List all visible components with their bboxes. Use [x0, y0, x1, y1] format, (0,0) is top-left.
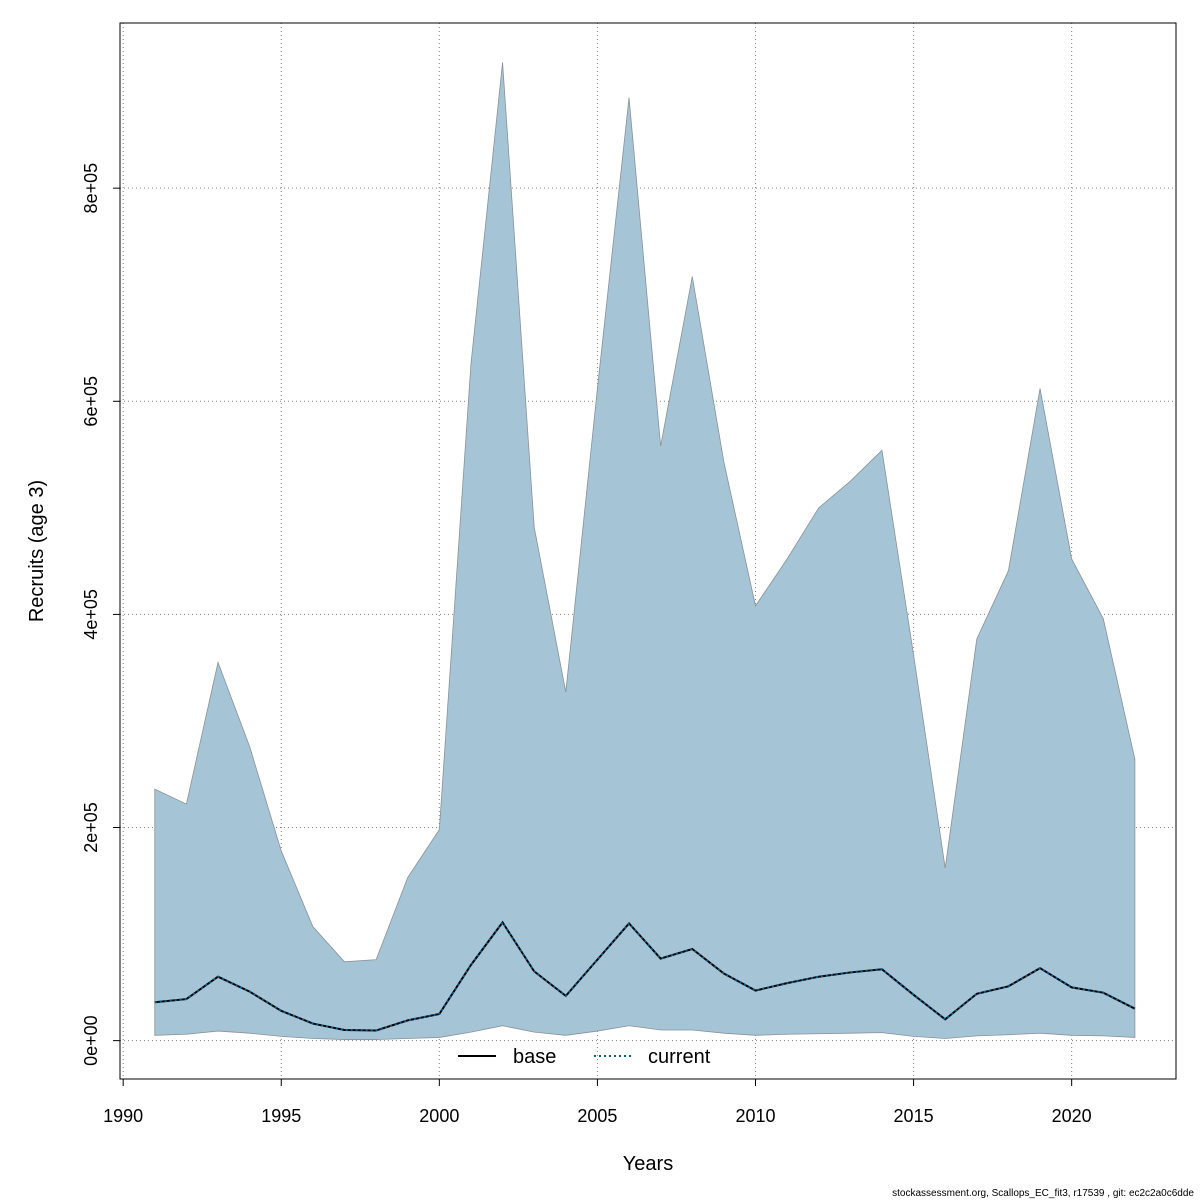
y-tick-label-0e+00: 0e+00 — [81, 1015, 101, 1066]
y-axis-title: Recruits (age 3) — [26, 480, 48, 622]
x-tick-label-1990: 1990 — [103, 1106, 143, 1126]
legend-label-base: base — [513, 1046, 556, 1068]
y-tick-label-2e+05: 2e+05 — [81, 802, 101, 853]
x-axis: 1990 1995 2000 2005 2010 2015 2020 — [103, 1078, 1092, 1126]
legend: base current — [458, 1046, 711, 1068]
y-axis: 0e+00 2e+05 4e+05 6e+05 8e+05 — [81, 163, 121, 1066]
series-line-current — [154, 920, 1136, 1032]
series-lines — [154, 920, 1136, 1032]
x-tick-label-1995: 1995 — [261, 1106, 301, 1126]
x-tick-label-2015: 2015 — [894, 1106, 934, 1126]
legend-label-current: current — [648, 1046, 711, 1068]
confidence-band-area — [154, 62, 1136, 1040]
x-tick-label-2020: 2020 — [1052, 1106, 1092, 1126]
y-tick-label-8e+05: 8e+05 — [81, 163, 101, 214]
y-tick-label-6e+05: 6e+05 — [81, 376, 101, 427]
x-tick-label-2000: 2000 — [419, 1106, 459, 1126]
y-tick-label-4e+05: 4e+05 — [81, 589, 101, 640]
x-tick-label-2005: 2005 — [577, 1106, 617, 1126]
confidence-band — [154, 62, 1136, 1040]
x-tick-label-2010: 2010 — [735, 1106, 775, 1126]
footer-credit: stockassessment.org, Scallops_EC_fit3, r… — [892, 1188, 1194, 1199]
x-axis-title: Years — [623, 1153, 673, 1175]
